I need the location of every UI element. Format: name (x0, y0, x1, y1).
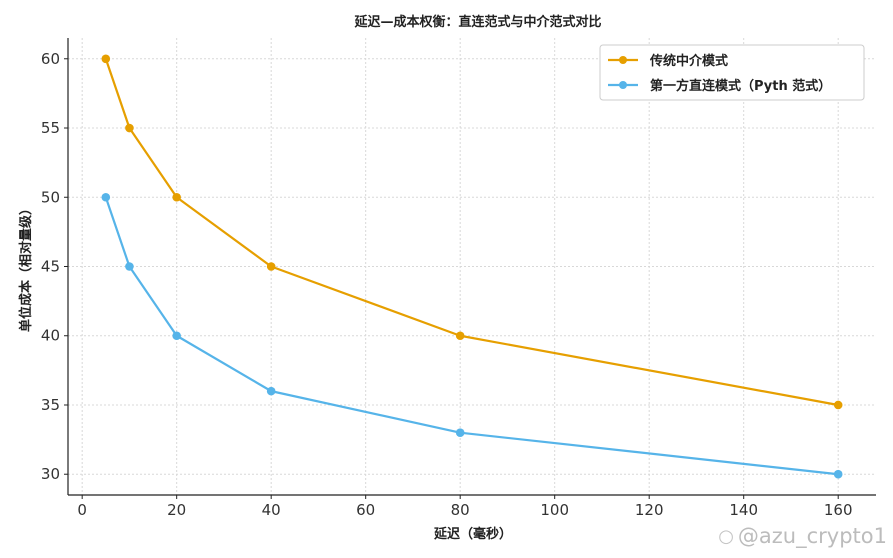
y-tick-label: 60 (41, 50, 60, 68)
y-tick-label: 30 (41, 465, 60, 483)
legend: 传统中介模式 第一方直连模式（Pyth 范式） (599, 44, 865, 101)
legend-marker-first-party (619, 81, 627, 89)
x-tick-label: 100 (540, 501, 569, 519)
x-tick-label: 140 (729, 501, 758, 519)
series-1-point (125, 262, 134, 271)
legend-marker-traditional (619, 56, 627, 64)
y-tick-label: 45 (41, 258, 60, 276)
chart-title: 延迟—成本权衡：直连范式与中介范式对比 (353, 14, 601, 30)
series-1-point (833, 469, 843, 479)
tick-labels: 0 20 40 60 80 100 120 140 160 30 35 40 45 50 55 60 (41, 50, 853, 519)
series-0-point (172, 192, 181, 202)
x-tick-label: 80 (451, 501, 470, 519)
x-tick-label: 40 (262, 501, 281, 519)
y-tick-label: 50 (41, 188, 60, 206)
series-0-point (455, 331, 465, 341)
legend-label-traditional: 传统中介模式 (649, 53, 728, 69)
series-line-0 (104, 58, 839, 407)
weibo-logo-icon: ○ (718, 525, 734, 547)
y-tick-label: 40 (41, 327, 60, 345)
series-1-point (455, 428, 465, 437)
x-tick-label: 120 (635, 501, 664, 519)
series-0-point (266, 262, 276, 271)
watermark: ○ @azu_crypto1 (718, 524, 887, 548)
series-layer (101, 54, 843, 479)
series-0-point (833, 400, 843, 410)
y-axis-label: 单位成本（相对量级） (18, 202, 34, 332)
series-0-point (125, 123, 134, 133)
series-line-1 (104, 196, 839, 476)
x-tick-label: 60 (356, 501, 375, 519)
series-0-point (101, 54, 111, 64)
axes (64, 38, 876, 499)
legend-label-first-party: 第一方直连模式（Pyth 范式） (650, 78, 831, 94)
series-1-point (101, 192, 111, 202)
y-tick-label: 35 (41, 396, 60, 414)
series-1-point (172, 331, 181, 341)
series-1-point (266, 386, 276, 396)
grid-layer (68, 38, 876, 495)
x-tick-label: 20 (167, 501, 186, 519)
x-tick-label: 0 (77, 501, 87, 519)
x-axis-label: 延迟（毫秒） (433, 526, 512, 542)
watermark-text: @azu_crypto1 (737, 524, 887, 548)
legend-box (599, 44, 865, 101)
x-tick-label: 160 (824, 501, 853, 519)
y-tick-label: 55 (41, 119, 60, 137)
